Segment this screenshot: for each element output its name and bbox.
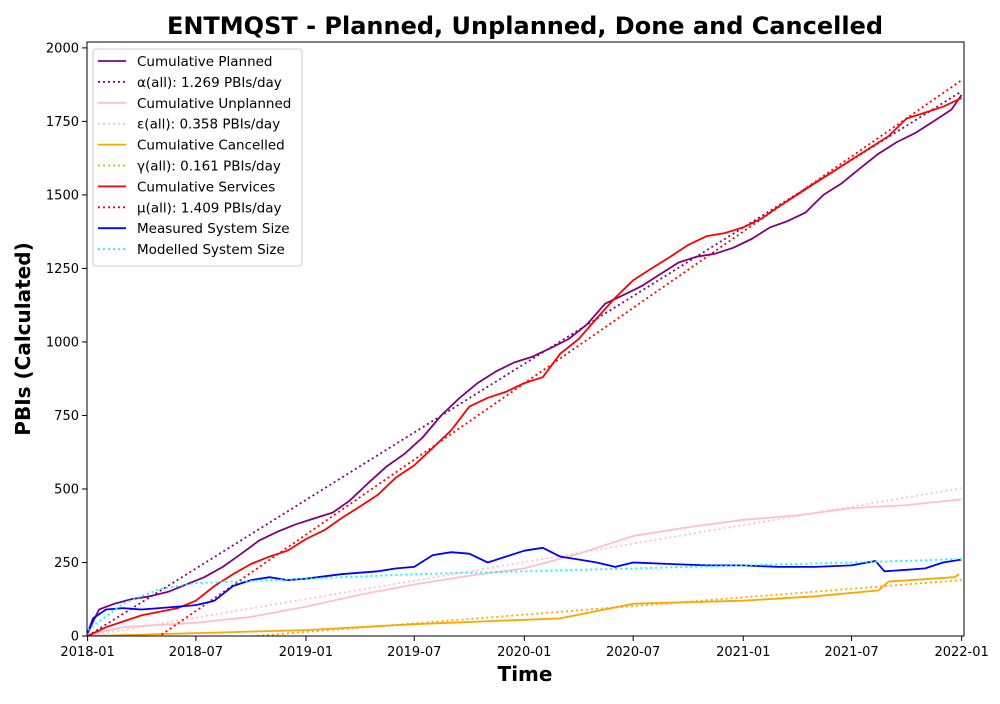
y-tick-label: 750 xyxy=(54,409,79,424)
legend-label-5: Cumulative Cancelled xyxy=(137,138,285,154)
legend-label-7: Cumulative Services xyxy=(137,179,275,195)
y-tick-label: 1000 xyxy=(46,335,79,350)
y-tick-label: 250 xyxy=(54,556,79,571)
legend-label-6: γ(all): 0.161 PBIs/day xyxy=(137,159,281,175)
x-tick-label: 2018-07 xyxy=(169,645,223,660)
series-line-10 xyxy=(87,558,962,631)
y-tick-label: 1750 xyxy=(46,115,79,130)
x-axis: 2018-01 2018-07 2019-01 2019-07 2020-01 2020-… xyxy=(60,636,989,660)
plot-frame xyxy=(86,41,965,637)
legend-label-1: Cumulative Planned xyxy=(137,54,273,70)
legend-label-8: μ(all): 1.409 PBIs/day xyxy=(137,200,281,216)
series-line-3 xyxy=(87,498,962,636)
series-line-5 xyxy=(87,573,960,636)
x-tick-label: 2018-01 xyxy=(60,645,114,660)
y-tick-label: 0 xyxy=(71,630,79,645)
legend: Cumulative Planned α(all): 1.269 PBIs/day… xyxy=(92,48,303,267)
x-axis-label: Time xyxy=(498,662,553,686)
series-line-6 xyxy=(243,579,962,636)
y-axis-label: PBIs (Calculated) xyxy=(11,242,35,435)
x-tick-label: 2020-07 xyxy=(606,645,660,660)
legend-label-10: Modelled System Size xyxy=(137,242,285,258)
legend-label-3: Cumulative Unplanned xyxy=(137,96,291,112)
y-tick-label: 2000 xyxy=(46,41,79,56)
y-axis: 0 250 500 750 1000 1250 1500 1750 2000 xyxy=(46,41,87,645)
y-tick-label: 1250 xyxy=(46,262,79,277)
chart-title: ENTMQST - Planned, Unplanned, Done and C… xyxy=(167,12,883,40)
series-line-2 xyxy=(87,90,963,636)
y-tick-label: 1500 xyxy=(46,188,79,203)
series-line-1 xyxy=(87,94,963,634)
x-tick-label: 2020-01 xyxy=(497,645,551,660)
series-line-7 xyxy=(87,97,962,636)
series-group xyxy=(87,79,963,636)
legend-label-4: ε(all): 0.358 PBIs/day xyxy=(137,117,280,133)
x-tick-label: 2021-07 xyxy=(824,645,878,660)
x-tick-label: 2021-01 xyxy=(716,645,770,660)
y-tick-label: 500 xyxy=(54,482,79,497)
x-tick-label: 2019-07 xyxy=(387,645,441,660)
legend-box xyxy=(92,48,303,267)
x-tick-label: 2019-01 xyxy=(279,645,333,660)
legend-label-9: Measured System Size xyxy=(137,221,290,237)
legend-label-2: α(all): 1.269 PBIs/day xyxy=(137,75,282,91)
x-tick-label: 2022-01 xyxy=(934,645,988,660)
series-line-9 xyxy=(87,546,962,634)
series-line-8 xyxy=(158,79,963,636)
